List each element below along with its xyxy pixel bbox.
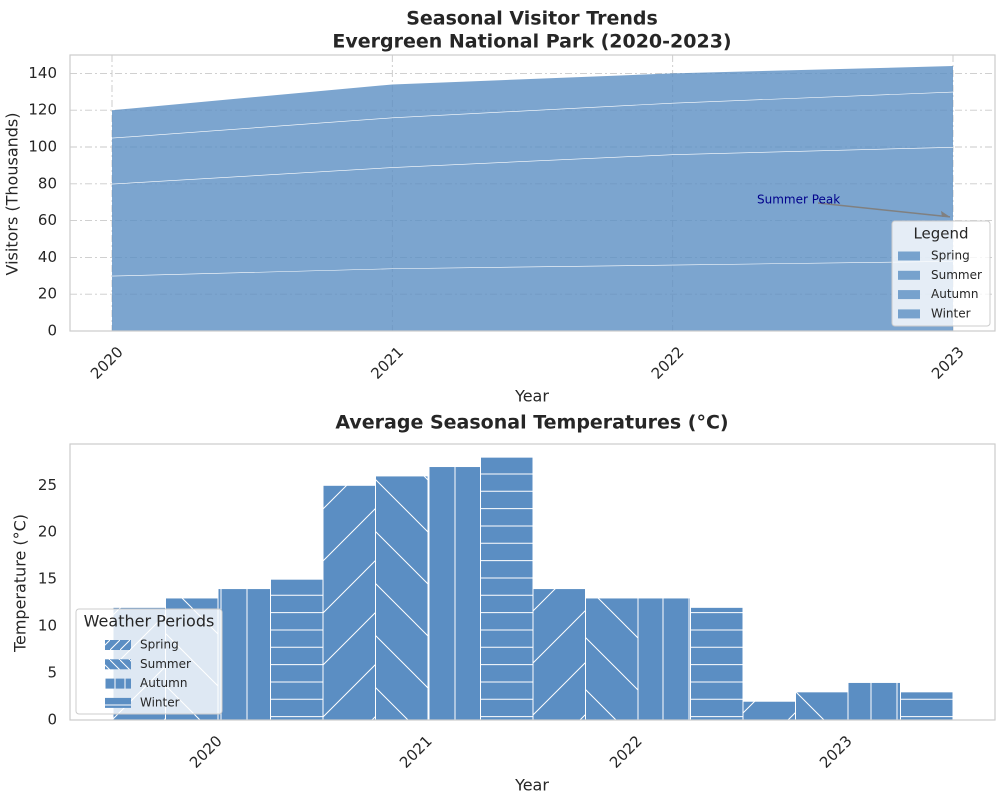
- bar-2021-summer: [375, 475, 429, 721]
- legend-swatch-spring: [898, 251, 920, 261]
- temperature-chart: Average Seasonal Temperatures (°C) 0 5 10 15…: [11, 412, 996, 795]
- legend-swatch-summer: [105, 659, 131, 670]
- y-axis-label: Visitors (Thousands): [3, 113, 22, 276]
- legend-label-summer: Summer: [931, 268, 982, 282]
- bar-2021-spring: [322, 484, 376, 721]
- legend-title: Legend: [913, 225, 968, 243]
- y-tick-label: 140: [28, 64, 57, 82]
- x-tick-label: 2020: [186, 732, 226, 772]
- y-tick-label: 100: [28, 138, 57, 156]
- legend: Legend Spring Summer Autumn Winter: [891, 220, 991, 327]
- legend: Weather Periods Spring Summer Autumn Winter: [75, 608, 223, 715]
- chart-title: Average Seasonal Temperatures (°C): [335, 412, 728, 434]
- legend-label-spring: Spring: [140, 638, 179, 652]
- bar-2022-spring: [532, 588, 586, 721]
- annotation-arrow: [817, 202, 951, 218]
- y-tick-label: 10: [38, 617, 57, 635]
- y-tick-label: 15: [38, 570, 57, 588]
- legend-label-autumn: Autumn: [931, 287, 978, 301]
- y-axis-label: Temperature (°C): [11, 514, 30, 653]
- y-tick-label: 60: [38, 211, 57, 229]
- legend-swatch-autumn: [105, 678, 131, 689]
- y-tick-label: 80: [38, 174, 57, 192]
- y-tick-label: 5: [47, 664, 57, 682]
- legend-label-spring: Spring: [931, 249, 970, 263]
- y-tick-label: 0: [47, 322, 57, 340]
- area-winter: [112, 66, 953, 138]
- bar-2022-autumn: [637, 597, 691, 721]
- legend-swatch-spring: [105, 640, 131, 650]
- bar-2021-winter: [480, 456, 534, 721]
- y-tick-label: 25: [38, 476, 57, 494]
- bar-2020-winter: [270, 578, 324, 721]
- y-tick-label: 20: [38, 523, 57, 541]
- x-tick-label: 2021: [367, 343, 407, 383]
- bar-2020-autumn: [217, 588, 271, 721]
- chart-title-line: Evergreen National Park (2020-2023): [332, 31, 731, 53]
- legend-label-winter: Winter: [140, 695, 180, 709]
- x-axis-label: Year: [514, 387, 549, 406]
- annotation-text: Summer Peak: [757, 193, 840, 207]
- bar-2021-autumn: [427, 466, 481, 721]
- legend-label-summer: Summer: [140, 657, 191, 671]
- legend-swatch-autumn: [898, 290, 920, 300]
- x-tick-label: 2022: [606, 732, 646, 772]
- area-autumn: [112, 91, 953, 184]
- y-tick-label: 0: [47, 711, 57, 729]
- x-axis-label: Year: [514, 776, 549, 795]
- annotation-arrowhead: [941, 210, 950, 217]
- legend-label-winter: Winter: [931, 306, 971, 320]
- bar-2023-spring: [742, 700, 796, 721]
- x-tick-label: 2023: [816, 732, 856, 772]
- legend-title: Weather Periods: [84, 612, 215, 631]
- bar-2023-summer: [795, 691, 849, 721]
- legend-swatch-winter: [105, 697, 131, 708]
- bar-2022-summer: [585, 597, 639, 721]
- plot-frame: [69, 443, 996, 721]
- area-summer: [112, 147, 953, 276]
- legend-swatch-summer: [898, 270, 920, 280]
- y-tick-label: 20: [38, 285, 57, 303]
- legend-swatch-winter: [898, 309, 920, 319]
- x-tick-label: 2023: [928, 343, 968, 383]
- chart-title-line: Seasonal Visitor Trends: [406, 8, 658, 30]
- bar-2022-winter: [690, 606, 744, 721]
- x-tick-label: 2022: [648, 343, 688, 383]
- bar-2023-autumn: [847, 681, 901, 721]
- legend-label-autumn: Autumn: [140, 676, 187, 690]
- y-tick-label: 120: [28, 101, 57, 119]
- x-tick-label: 2020: [87, 343, 127, 383]
- x-tick-label: 2021: [396, 732, 436, 772]
- plot-frame: [69, 54, 996, 332]
- area-spring: [112, 261, 953, 331]
- bar-2023-winter: [900, 691, 954, 721]
- legend-box: [891, 220, 991, 327]
- y-tick-label: 40: [38, 248, 57, 266]
